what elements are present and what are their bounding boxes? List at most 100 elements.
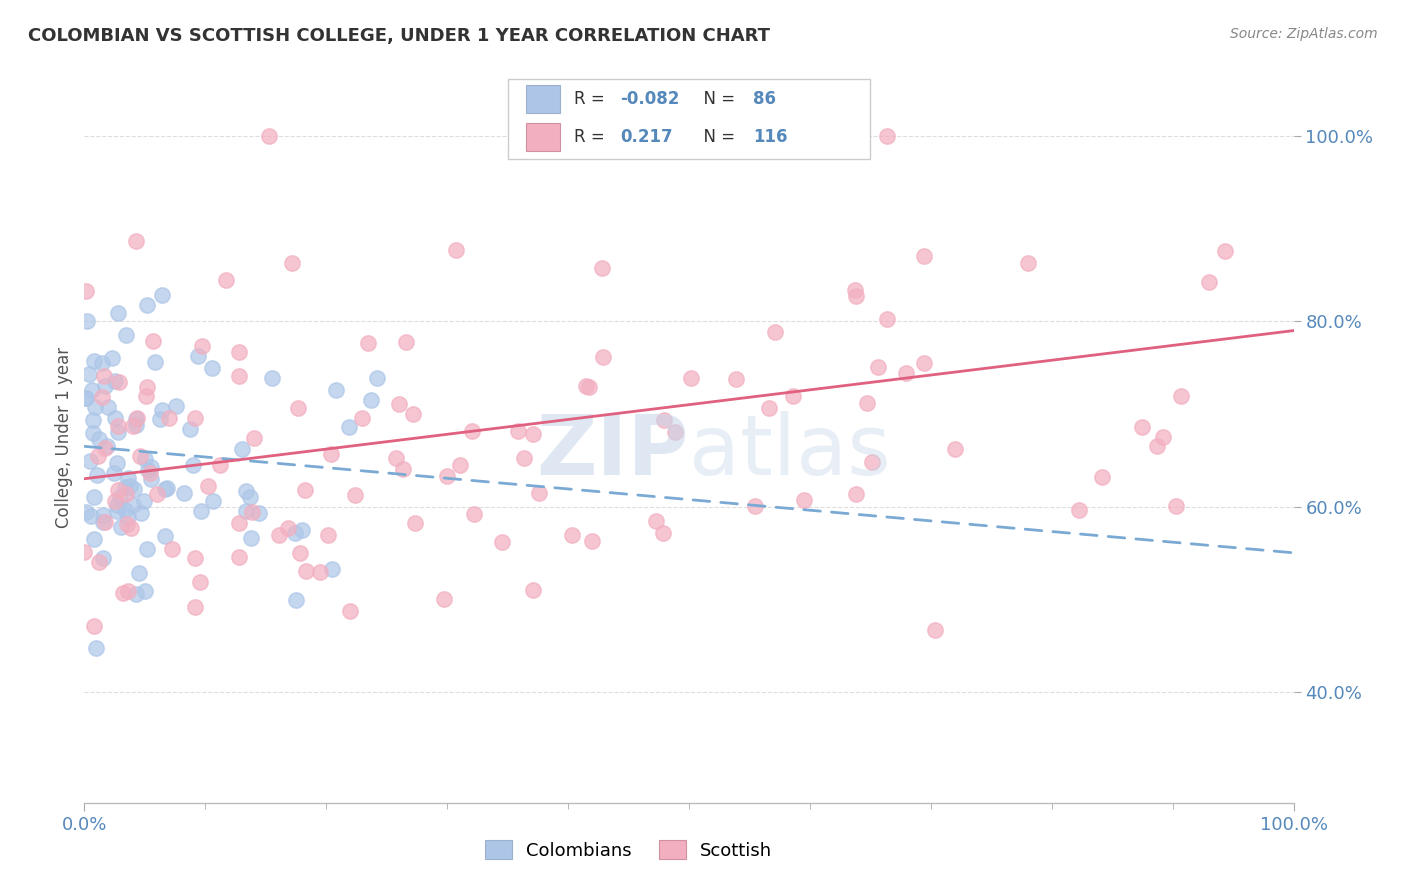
Point bbox=[267, 528, 290, 542]
Point bbox=[124, 418, 146, 433]
Point bbox=[141, 472, 163, 486]
Point bbox=[107, 376, 129, 390]
Point bbox=[122, 498, 145, 512]
Point bbox=[228, 368, 250, 383]
Point bbox=[231, 442, 253, 457]
Point bbox=[73, 391, 96, 405]
Point bbox=[321, 562, 343, 576]
Point bbox=[139, 459, 162, 474]
Point bbox=[574, 379, 596, 393]
Point bbox=[1091, 470, 1114, 484]
Point bbox=[388, 397, 411, 411]
Point bbox=[82, 383, 104, 397]
Point bbox=[105, 456, 128, 470]
Point bbox=[578, 379, 600, 393]
Point bbox=[513, 451, 536, 466]
Point bbox=[1164, 499, 1187, 513]
Point bbox=[93, 515, 115, 529]
Point bbox=[82, 413, 104, 427]
Point bbox=[122, 419, 145, 434]
Point bbox=[239, 490, 262, 504]
Point bbox=[184, 551, 207, 566]
Point bbox=[156, 481, 179, 495]
Point bbox=[529, 486, 551, 500]
Point bbox=[343, 488, 366, 502]
Point bbox=[433, 592, 456, 607]
Point bbox=[924, 623, 946, 637]
Point bbox=[461, 425, 484, 439]
Point bbox=[249, 506, 271, 520]
Point bbox=[284, 592, 307, 607]
Point bbox=[591, 261, 613, 276]
Point bbox=[242, 431, 264, 445]
Point bbox=[149, 411, 172, 425]
Point bbox=[125, 234, 148, 248]
Point bbox=[235, 504, 257, 518]
Text: 116: 116 bbox=[754, 128, 787, 146]
Point bbox=[1213, 244, 1236, 258]
Point bbox=[80, 509, 103, 524]
Point bbox=[201, 360, 224, 375]
Point bbox=[402, 407, 425, 421]
Point bbox=[724, 372, 747, 386]
Point bbox=[150, 402, 173, 417]
Point bbox=[876, 312, 898, 326]
Point bbox=[142, 334, 165, 348]
Point bbox=[82, 426, 104, 441]
Point bbox=[114, 486, 136, 500]
Text: atlas: atlas bbox=[689, 411, 890, 492]
Point bbox=[107, 305, 129, 319]
Point bbox=[125, 586, 148, 600]
Point bbox=[436, 469, 458, 483]
Point bbox=[117, 471, 139, 485]
Point bbox=[876, 129, 898, 144]
Point bbox=[763, 325, 786, 339]
Text: 86: 86 bbox=[754, 90, 776, 108]
Point bbox=[117, 583, 139, 598]
Point bbox=[129, 506, 152, 520]
Text: COLOMBIAN VS SCOTTISH COLLEGE, UNDER 1 YEAR CORRELATION CHART: COLOMBIAN VS SCOTTISH COLLEGE, UNDER 1 Y… bbox=[28, 27, 770, 45]
Point bbox=[652, 412, 675, 426]
Point bbox=[491, 535, 513, 549]
Point bbox=[79, 454, 101, 468]
Point bbox=[866, 359, 889, 374]
Point bbox=[117, 510, 139, 524]
Point bbox=[111, 586, 134, 600]
Point bbox=[124, 412, 146, 426]
Point bbox=[1170, 389, 1192, 403]
Point bbox=[240, 531, 263, 545]
Point bbox=[681, 371, 703, 385]
Point bbox=[188, 574, 211, 589]
Point bbox=[561, 527, 583, 541]
Point bbox=[101, 351, 124, 366]
Point bbox=[136, 541, 159, 556]
Point bbox=[107, 418, 129, 433]
Point bbox=[360, 393, 382, 408]
Point bbox=[856, 396, 879, 410]
Point bbox=[1130, 419, 1153, 434]
Point bbox=[894, 366, 917, 380]
Point bbox=[103, 466, 125, 480]
Point bbox=[135, 389, 157, 403]
Point bbox=[228, 345, 250, 359]
Point bbox=[104, 493, 127, 508]
Point bbox=[277, 521, 299, 535]
Point bbox=[120, 521, 142, 535]
Point bbox=[316, 528, 339, 542]
Point bbox=[404, 516, 426, 530]
Point bbox=[228, 516, 250, 530]
Bar bbox=[526, 86, 560, 113]
Point bbox=[162, 541, 184, 556]
Point bbox=[93, 515, 115, 529]
Point bbox=[385, 450, 408, 465]
Point bbox=[860, 455, 883, 469]
Point bbox=[110, 490, 132, 504]
Point bbox=[107, 425, 129, 439]
Point bbox=[325, 384, 347, 398]
Point bbox=[90, 355, 112, 369]
Point bbox=[83, 354, 105, 368]
Point bbox=[75, 391, 97, 405]
Point bbox=[284, 525, 307, 540]
Point bbox=[107, 504, 129, 518]
Point bbox=[215, 273, 238, 287]
